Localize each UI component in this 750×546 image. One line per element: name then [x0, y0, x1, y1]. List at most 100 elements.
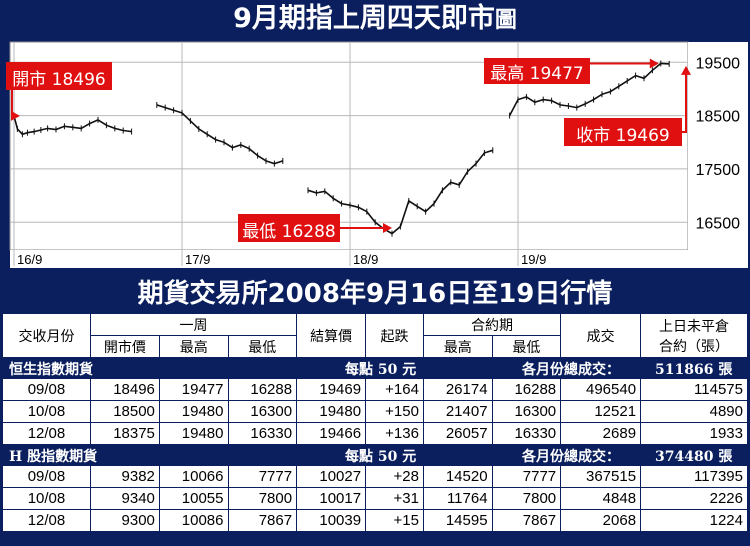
section-name: H 股指數期貨: [9, 449, 98, 465]
cell-contract-high: 21407: [422, 400, 493, 423]
cell-volume: 496540: [560, 378, 642, 401]
annotation-high-box: [484, 58, 590, 84]
cell-open-interest: 1224: [640, 509, 748, 532]
chart-title-main: 9月期指上周四天即市: [233, 3, 495, 34]
cell-month: 09/08: [2, 465, 91, 488]
cell-month: 09/08: [2, 378, 91, 401]
y-tick-label: 17500: [696, 162, 741, 179]
x-tick-label: 16/9: [17, 252, 42, 267]
section-point-value: 每點 50 元: [345, 362, 417, 378]
cell-contract-high: 14520: [422, 465, 493, 488]
table-row: 12/08 18375 19480 16330 19466 +136 26057…: [2, 422, 748, 445]
price-chart: 19500 18500 17500 16500 16/9 17/9 18/9 19/9 開市 1…: [0, 38, 750, 272]
cell-contract-low: 16288: [491, 378, 562, 401]
header-contract-high: 最高: [422, 335, 493, 358]
cell-settle: 19469: [296, 378, 367, 401]
section-name: 恒生指數期貨: [9, 362, 93, 378]
table-row: 12/08 9300 10086 7867 10039 +15 14595 78…: [2, 509, 748, 532]
cell-contract-low: 16300: [491, 400, 562, 423]
cell-high: 19480: [158, 400, 229, 423]
cell-contract-high: 14595: [422, 509, 493, 532]
price-series-line: [508, 62, 670, 116]
cell-month: 10/08: [2, 487, 91, 510]
header-change: 起跌: [365, 313, 424, 358]
cell-volume: 2068: [560, 509, 642, 532]
header-month: 交收月份: [2, 313, 91, 358]
chart-title-suffix: 圖: [494, 8, 517, 33]
cell-open-interest: 1933: [640, 422, 748, 445]
cell-settle: 19480: [296, 400, 367, 423]
y-tick-label: 19500: [696, 55, 741, 72]
x-tick-label: 19/9: [521, 252, 546, 267]
cell-open: 9382: [89, 465, 160, 488]
chart-title: 9月期指上周四天即市圖: [0, 0, 750, 38]
cell-open: 9300: [89, 509, 160, 532]
cell-contract-high: 11764: [422, 487, 493, 510]
header-oi-line1: 上日未平倉: [659, 318, 730, 335]
table-row: 09/08 18496 19477 16288 19469 +164 26174…: [2, 378, 748, 401]
cell-settle: 10017: [296, 487, 367, 510]
header-contract-low: 最低: [491, 335, 562, 358]
x-tick-label: 17/9: [185, 252, 210, 267]
section-total-label: 各月份總成交：: [522, 449, 620, 465]
price-series-line: [156, 104, 284, 165]
cell-change: +164: [365, 378, 424, 401]
table-row: 10/08 18500 19480 16300 19480 +150 21407…: [2, 400, 748, 423]
cell-open-interest: 114575: [640, 378, 748, 401]
x-axis-panel: [10, 250, 748, 268]
y-tick-label: 18500: [696, 109, 741, 126]
cell-settle: 10027: [296, 465, 367, 488]
cell-open-interest: 4890: [640, 400, 748, 423]
cell-low: 16300: [227, 400, 298, 423]
y-tick-label: 16500: [696, 215, 741, 232]
x-tick-label: 18/9: [353, 252, 378, 267]
cell-volume: 2689: [560, 422, 642, 445]
header-contract: 合約期: [422, 313, 562, 336]
section-row: 恒生指數期貨 每點 50 元 各月份總成交： 511866 張: [2, 357, 748, 379]
table-row: 09/08 9382 10066 7777 10027 +28 14520 77…: [2, 465, 748, 488]
cell-open: 18500: [89, 400, 160, 423]
cell-low: 7777: [227, 465, 298, 488]
cell-open: 18375: [89, 422, 160, 445]
cell-contract-high: 26174: [422, 378, 493, 401]
annotation-open-arrow-head: [11, 110, 20, 121]
cell-low: 16288: [227, 378, 298, 401]
header-settle: 結算價: [296, 313, 367, 358]
annotation-high-label: 最高 19477: [490, 64, 583, 84]
cell-contract-low: 7867: [491, 509, 562, 532]
cell-contract-low: 7777: [491, 465, 562, 488]
table-title: 期貨交易所2008年9月16日至19日行情: [137, 279, 613, 309]
header-week: 一周: [89, 313, 298, 336]
annotation-close-label: 收市 19469: [576, 126, 669, 146]
cell-settle: 19466: [296, 422, 367, 445]
cell-contract-low: 16330: [491, 422, 562, 445]
cell-low: 16330: [227, 422, 298, 445]
table-row: 10/08 9340 10055 7800 10017 +31 11764 78…: [2, 487, 748, 510]
cell-change: +15: [365, 509, 424, 532]
cell-high: 10055: [158, 487, 229, 510]
cell-contract-high: 26057: [422, 422, 493, 445]
header-high: 最高: [158, 335, 229, 358]
cell-low: 7867: [227, 509, 298, 532]
annotation-open-label: 開市 18496: [12, 70, 105, 90]
header-open: 開市價: [89, 335, 160, 358]
header-open-interest: 上日未平倉 合約（張）: [640, 313, 748, 358]
y-axis-panel: [688, 42, 748, 250]
cell-settle: 10039: [296, 509, 367, 532]
annotation-low-label: 最低 16288: [242, 222, 335, 242]
annotation-close-arrow-head: [681, 65, 691, 75]
cell-volume: 12521: [560, 400, 642, 423]
annotation-close-box: [564, 118, 682, 146]
section-total-value: 511866 張: [655, 362, 733, 378]
cell-change: +150: [365, 400, 424, 423]
cell-change: +136: [365, 422, 424, 445]
cell-open-interest: 117395: [640, 465, 748, 488]
cell-high: 19480: [158, 422, 229, 445]
section-total-label: 各月份總成交：: [522, 362, 620, 378]
cell-high: 10066: [158, 465, 229, 488]
cell-volume: 367515: [560, 465, 642, 488]
annotation-open-box: [6, 62, 112, 90]
section-row: H 股指數期貨 每點 50 元 各月份總成交： 374480 張: [2, 444, 748, 466]
cell-change: +31: [365, 487, 424, 510]
cell-open-interest: 2226: [640, 487, 748, 510]
